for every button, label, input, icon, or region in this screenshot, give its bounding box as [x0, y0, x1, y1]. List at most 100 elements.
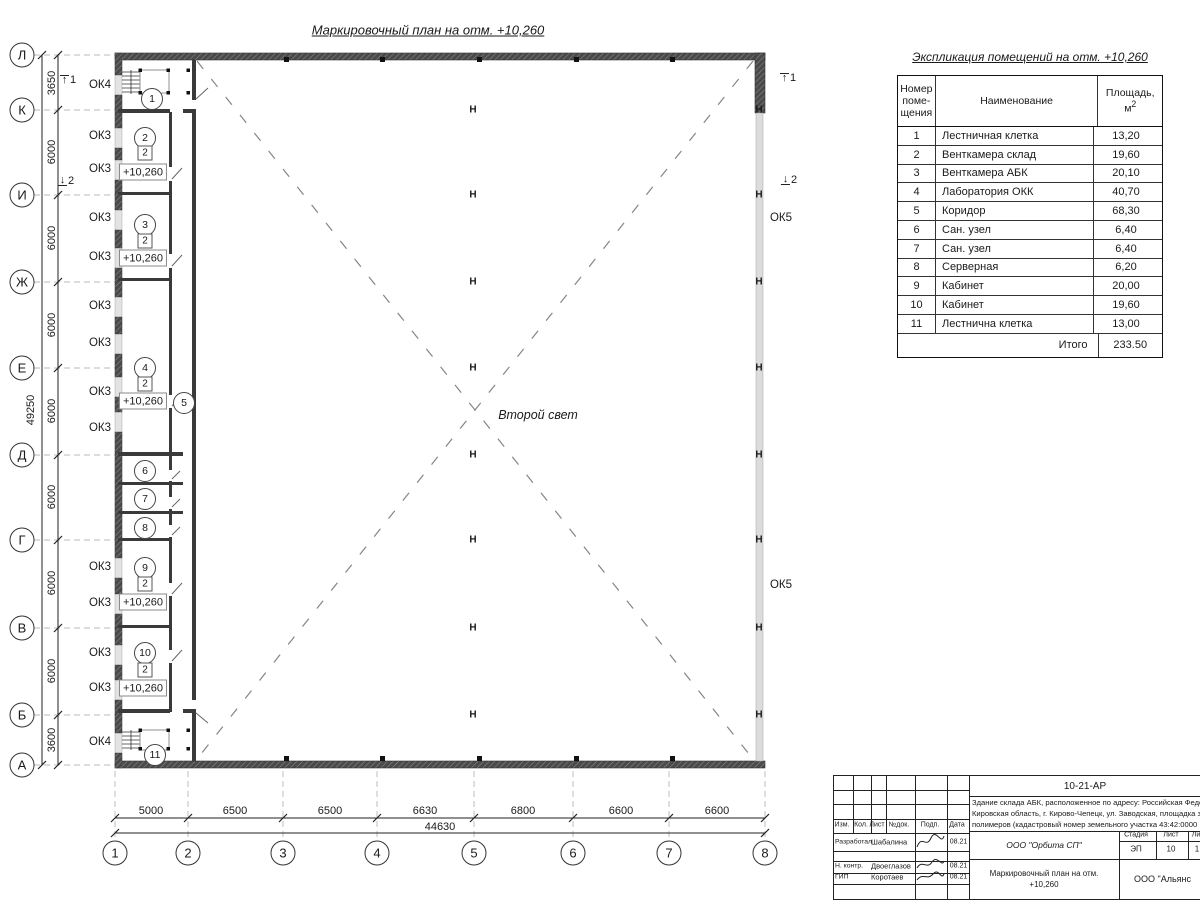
table-row: 8 Серверная 6,20: [898, 258, 1162, 278]
dimension-label: 3650: [46, 70, 58, 96]
section-arrow-icon: ↑: [59, 73, 69, 86]
table-row: 5 Коридор 68,30: [898, 202, 1162, 221]
dimension-label: 6000: [46, 139, 58, 165]
section-number: 1: [789, 72, 797, 84]
axis-bubble: К: [9, 97, 35, 123]
steel-column-mark: Н: [755, 622, 763, 634]
signature-date: 08.21: [949, 873, 968, 881]
signature-date: 08.21: [949, 838, 968, 846]
section-number: 2: [790, 174, 798, 186]
section-marker: ↓ 2: [780, 173, 798, 186]
titleblock-header-cell: Дата: [949, 821, 965, 829]
axis-bubble: 7: [656, 840, 682, 866]
titleblock-header-cell: Подп.: [920, 821, 940, 829]
signature-role: Н. контр.: [835, 862, 864, 870]
window-mark: ОК4: [88, 736, 112, 748]
axis-bubble: Ж: [9, 269, 35, 295]
signature-stroke: [916, 871, 945, 881]
sheet-name: Маркировочный план на отм. +10,260: [989, 868, 1099, 889]
axis-bubble: 1: [102, 840, 128, 866]
signature-role: ГИП: [835, 873, 849, 881]
steel-column-mark: Н: [755, 362, 763, 374]
door-type-tag: 2: [137, 376, 153, 392]
window-mark: ОК5: [769, 579, 793, 591]
room-number-circle: 8: [134, 517, 156, 539]
axis-bubble: А: [9, 752, 35, 778]
room-number-circle: 1: [141, 88, 163, 110]
steel-column-mark: Н: [755, 534, 763, 546]
table-row: 7 Сан. узел 6,40: [898, 239, 1162, 259]
axis-bubble: 8: [752, 840, 778, 866]
table-row: 1 Лестничная клетка 13,20: [898, 127, 1162, 146]
steel-column-mark: Н: [469, 534, 477, 546]
level-mark: +10,260: [118, 163, 168, 181]
room-number-circle: 11: [144, 744, 166, 766]
project-description: Здание склада АБК, расположенное по адре…: [972, 798, 1200, 829]
axis-bubble: 3: [270, 840, 296, 866]
signature-date: 08.21: [949, 862, 968, 870]
header-room-number: Номер поме-щения: [898, 76, 936, 126]
level-mark: +10,260: [118, 392, 168, 410]
stage-header-cell: Ли: [1191, 831, 1200, 839]
section-marker: ↓ 2: [57, 173, 75, 187]
section-marker: ↑ 1: [779, 72, 797, 84]
overall-horizontal-dimension: 44630: [424, 821, 456, 833]
room-number-circle: 6: [134, 460, 156, 482]
stage-header-cell: Лист: [1163, 831, 1179, 839]
signature-name: Шабалина: [871, 837, 908, 847]
floor-plan-drawing: [34, 50, 770, 841]
section-number: 1: [69, 74, 77, 86]
titleblock-header-cell: Лист: [869, 821, 885, 829]
stage-value-cell: ЭП: [1130, 844, 1142, 854]
dimension-label: 6500: [317, 805, 343, 817]
design-organization: ООО "Орбита СП": [1006, 840, 1082, 850]
dimension-label: 6600: [704, 805, 730, 817]
door-type-tag: 2: [137, 662, 153, 678]
room-explication: Экспликация помещений на отм. +10,260 Но…: [897, 50, 1163, 358]
stage-header-cell: Стадия: [1124, 831, 1148, 839]
steel-column-mark: Н: [469, 276, 477, 288]
room-number-circle: 10: [134, 642, 156, 664]
window-mark: ОК3: [88, 422, 112, 434]
dimension-label: 3600: [46, 727, 58, 753]
window-mark: ОК3: [88, 386, 112, 398]
signature-row: Разработал Шабалина 08.21: [834, 837, 967, 847]
window-mark: ОК3: [88, 251, 112, 263]
table-row: 9 Кабинет 20,00: [898, 277, 1162, 297]
window-mark: ОК5: [769, 212, 793, 224]
level-mark: +10,260: [118, 593, 168, 611]
dimension-label: 6000: [46, 484, 58, 510]
table-body: 1 Лестничная клетка 13,20 2 Венткамера с…: [898, 127, 1162, 334]
door-type-tag: 2: [137, 145, 153, 161]
steel-column-mark: Н: [755, 449, 763, 461]
signature-row: ГИП Коротаев 08.21: [834, 872, 967, 882]
level-mark: +10,260: [118, 249, 168, 267]
section-number: 2: [67, 175, 75, 187]
client-organization: ООО "Альянс: [1134, 874, 1191, 884]
axis-bubble: Е: [9, 355, 35, 381]
steel-column-mark: Н: [755, 189, 763, 201]
axis-bubble: Д: [9, 442, 35, 468]
steel-column-mark: Н: [469, 362, 477, 374]
room-number-circle: 7: [134, 488, 156, 510]
window-mark: ОК3: [88, 647, 112, 659]
table-header: Номер поме-щения Наименование Площадь, м2: [898, 76, 1162, 127]
axis-bubble: Г: [9, 527, 35, 553]
second-light-label: Второй свет: [498, 408, 578, 422]
window-mark: ОК3: [88, 163, 112, 175]
dimension-label: 6000: [46, 570, 58, 596]
document-number: 10-21-АР: [1063, 780, 1107, 792]
signature-name: Двоеглазов: [871, 861, 911, 871]
steel-column-mark: Н: [469, 449, 477, 461]
dimension-label: 6500: [222, 805, 248, 817]
table-row: 3 Венткамера АБК 20,10: [898, 164, 1162, 184]
table-row: 10 Кабинет 19,60: [898, 296, 1162, 315]
axis-bubble: 5: [461, 840, 487, 866]
signature-stroke: [916, 833, 945, 848]
window-mark: ОК4: [88, 79, 112, 91]
section-arrow-icon: ↓: [57, 173, 67, 187]
header-area: Площадь, м2: [1105, 87, 1155, 115]
dimension-label: 6000: [46, 398, 58, 424]
axis-bubble: 6: [560, 840, 586, 866]
